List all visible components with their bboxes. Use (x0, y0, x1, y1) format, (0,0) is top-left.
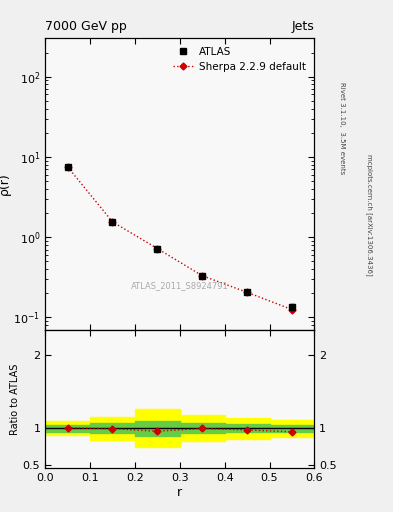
Text: ATLAS_2011_S8924791: ATLAS_2011_S8924791 (131, 282, 229, 290)
Y-axis label: ρ(r): ρ(r) (0, 173, 11, 196)
Legend: ATLAS, Sherpa 2.2.9 default: ATLAS, Sherpa 2.2.9 default (170, 44, 309, 75)
Text: 7000 GeV pp: 7000 GeV pp (45, 20, 127, 33)
X-axis label: r: r (177, 486, 182, 499)
Text: Jets: Jets (292, 20, 314, 33)
Text: mcplots.cern.ch [arXiv:1306.3436]: mcplots.cern.ch [arXiv:1306.3436] (366, 154, 373, 276)
Text: Rivet 3.1.10,  3.5M events: Rivet 3.1.10, 3.5M events (339, 82, 345, 174)
Y-axis label: Ratio to ATLAS: Ratio to ATLAS (10, 364, 20, 435)
